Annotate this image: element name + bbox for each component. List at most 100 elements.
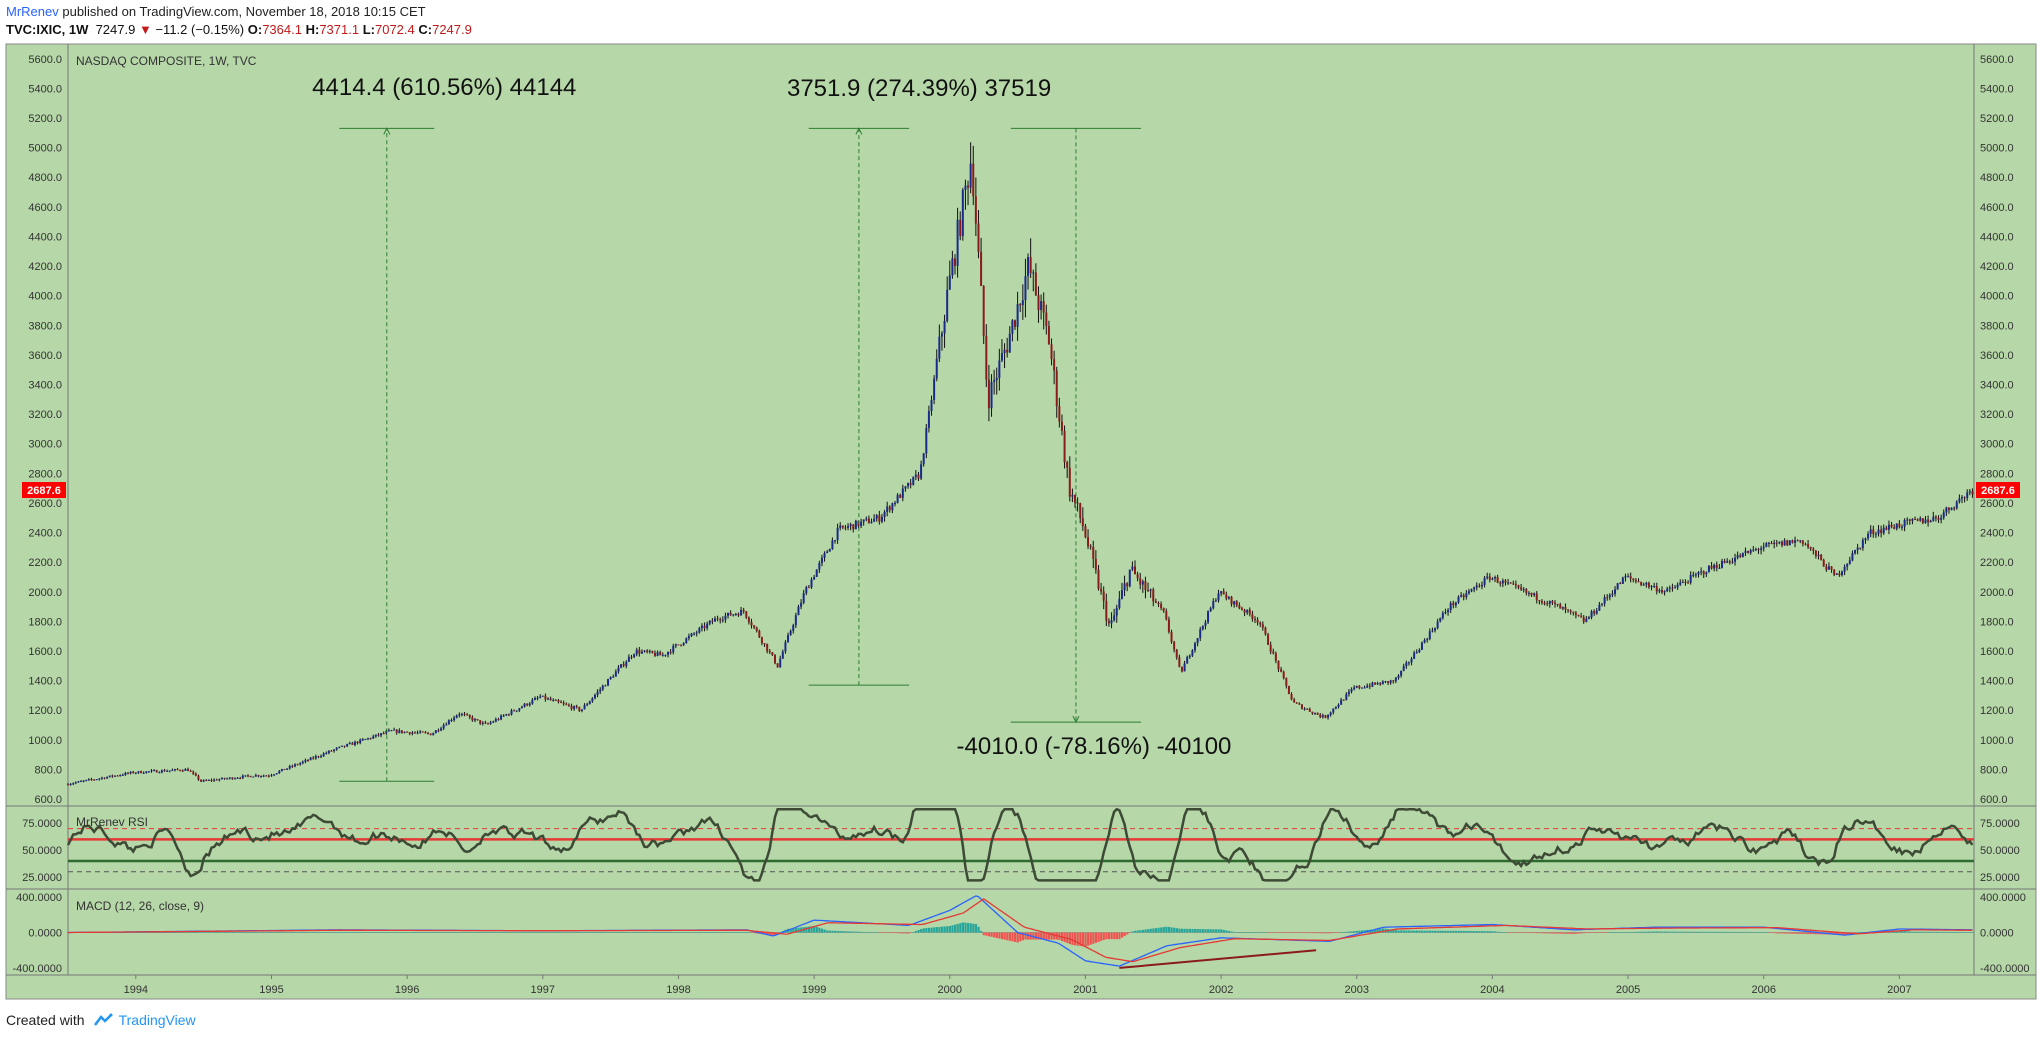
macd-histogram-bar (554, 932, 558, 933)
candle (1783, 540, 1786, 546)
macd-histogram-bar (891, 932, 894, 934)
time-tick-label: 2000 (938, 984, 962, 996)
candle (716, 618, 719, 620)
macd-histogram-bar (226, 932, 229, 933)
macd-histogram-bar (1308, 932, 1311, 934)
price-tick-label-right: 1200.0 (1980, 705, 2014, 717)
candle (849, 524, 852, 527)
macd-histogram-bar (995, 932, 998, 938)
price-tick-label-left: 2200.0 (28, 557, 62, 569)
candle (296, 764, 299, 766)
macd-histogram-bar (200, 932, 203, 933)
macd-histogram-bar (1807, 932, 1810, 935)
candle (1527, 592, 1530, 594)
macd-histogram-bar (998, 932, 1001, 939)
price-tick-label-left: 5600.0 (28, 54, 62, 66)
price-tick-label-right: 2400.0 (1980, 528, 2014, 540)
macd-histogram-bar (385, 932, 388, 933)
candle (241, 775, 244, 779)
candle (155, 770, 158, 773)
candle (886, 506, 889, 512)
macd-histogram-bar (1600, 932, 1604, 933)
macd-histogram-bar (1274, 932, 1278, 933)
candle (682, 642, 685, 645)
candle (768, 651, 771, 653)
macd-histogram-bar (1324, 932, 1327, 934)
macd-histogram-bar (387, 932, 391, 933)
candle (1324, 715, 1327, 718)
candle (450, 720, 453, 722)
macd-histogram-bar (1280, 932, 1283, 933)
candle (690, 633, 693, 637)
tradingview-link[interactable]: TradingView (93, 1012, 196, 1028)
candle (1050, 344, 1053, 360)
candle (1418, 649, 1421, 653)
candle (794, 615, 797, 626)
candle (129, 771, 132, 774)
time-tick-label: 2003 (1345, 984, 1369, 996)
macd-histogram-bar (455, 932, 458, 933)
candle (1407, 662, 1410, 664)
macd-title: MACD (12, 26, close, 9) (76, 899, 204, 913)
macd-histogram-bar (1689, 931, 1692, 933)
macd-histogram-bar (980, 930, 983, 933)
candle (1123, 583, 1126, 591)
macd-histogram-bar (607, 932, 610, 933)
candle (1572, 611, 1575, 613)
macd-histogram-bar (1473, 931, 1476, 933)
macd-histogram-bar (163, 932, 166, 933)
high-label: H: (305, 22, 320, 37)
author-link[interactable]: MrRenev (6, 4, 59, 19)
candle (1293, 699, 1296, 703)
candle (1911, 518, 1914, 521)
macd-histogram-bar (1707, 931, 1711, 933)
candle (1838, 573, 1841, 576)
macd-histogram-bar (1045, 932, 1048, 940)
candle (789, 630, 792, 635)
macd-histogram-bar (434, 932, 438, 933)
macd-histogram-bar (445, 932, 448, 933)
macd-histogram-bar (1316, 932, 1319, 934)
macd-histogram-bar (907, 932, 910, 934)
macd-histogram-bar (1000, 932, 1004, 940)
macd-histogram-bar (1720, 931, 1724, 933)
candle (1676, 584, 1679, 588)
macd-histogram-bar (1653, 931, 1656, 933)
candle (758, 630, 761, 638)
macd-histogram-bar (1509, 932, 1512, 933)
candle (364, 739, 367, 741)
macd-histogram-bar (1499, 931, 1502, 933)
macd-histogram-bar (249, 932, 252, 933)
candle (325, 753, 328, 755)
candle (836, 527, 839, 541)
candle (1021, 300, 1024, 306)
macd-histogram-bar (599, 932, 602, 933)
candle (914, 474, 917, 477)
price-tick-label-right: 4400.0 (1980, 231, 2014, 243)
candle (1170, 631, 1173, 642)
macd-histogram-bar (1945, 931, 1948, 933)
candle (1207, 611, 1210, 623)
macd-histogram-bar (1770, 932, 1773, 933)
candle (82, 780, 85, 782)
macd-tick-label-left: -400.0000 (12, 963, 62, 975)
candle (1580, 616, 1583, 618)
candle (346, 744, 349, 747)
macd-histogram-bar (1087, 932, 1090, 946)
candle (841, 525, 844, 528)
candle (1846, 563, 1849, 567)
macd-histogram-bar (1355, 930, 1358, 933)
candle (121, 774, 124, 776)
macd-histogram-bar (372, 932, 375, 933)
candle (447, 720, 450, 725)
macd-histogram-bar (737, 932, 740, 933)
candle (1233, 601, 1236, 605)
candle (1384, 681, 1387, 683)
macd-histogram-bar (1791, 932, 1794, 934)
candle (614, 671, 617, 677)
macd-histogram-bar (252, 932, 255, 933)
macd-histogram-bar (1050, 932, 1053, 940)
macd-histogram-bar (927, 927, 931, 933)
candle (1358, 686, 1361, 688)
